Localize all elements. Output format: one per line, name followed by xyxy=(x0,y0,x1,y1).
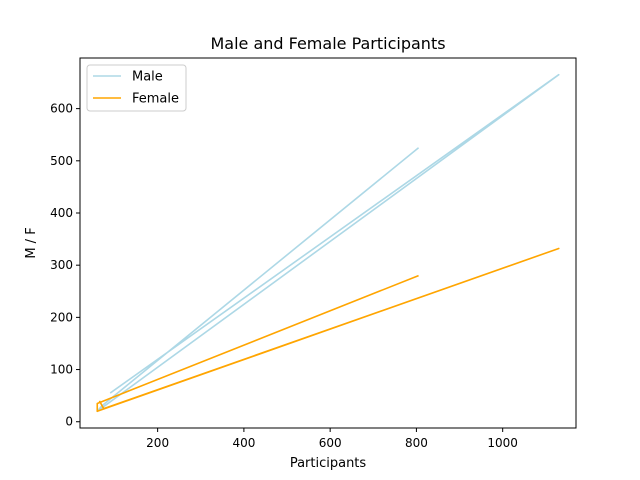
legend-label-female: Female xyxy=(132,92,179,107)
x-tick-label: 400 xyxy=(232,436,255,450)
x-axis-label: Participants xyxy=(290,456,367,471)
series-line-female xyxy=(96,247,560,413)
plot-frame xyxy=(79,57,577,429)
x-tick-label: 600 xyxy=(319,436,342,450)
y-axis-label: M / F xyxy=(24,227,39,258)
y-tick-label: 600 xyxy=(50,102,73,116)
y-tick-label: 0 xyxy=(65,415,73,429)
y-tick-label: 200 xyxy=(50,310,73,324)
y-axis-ticks: 0 100 200 300 400 500 600 xyxy=(50,102,80,429)
x-tick-label: 200 xyxy=(146,436,169,450)
y-tick-label: 300 xyxy=(50,258,73,272)
legend-label-male: Male xyxy=(132,70,163,85)
y-tick-label: 400 xyxy=(50,206,73,220)
y-tick-label: 100 xyxy=(50,363,73,377)
x-tick-label: 1000 xyxy=(487,436,518,450)
y-tick-label: 500 xyxy=(50,154,73,168)
series-layer xyxy=(96,73,560,413)
x-tick-label: 800 xyxy=(405,436,428,450)
chart-title: Male and Female Participants xyxy=(210,34,445,53)
legend: Male Female xyxy=(86,64,187,112)
x-axis-ticks: 200 400 600 800 1000 xyxy=(146,428,518,450)
